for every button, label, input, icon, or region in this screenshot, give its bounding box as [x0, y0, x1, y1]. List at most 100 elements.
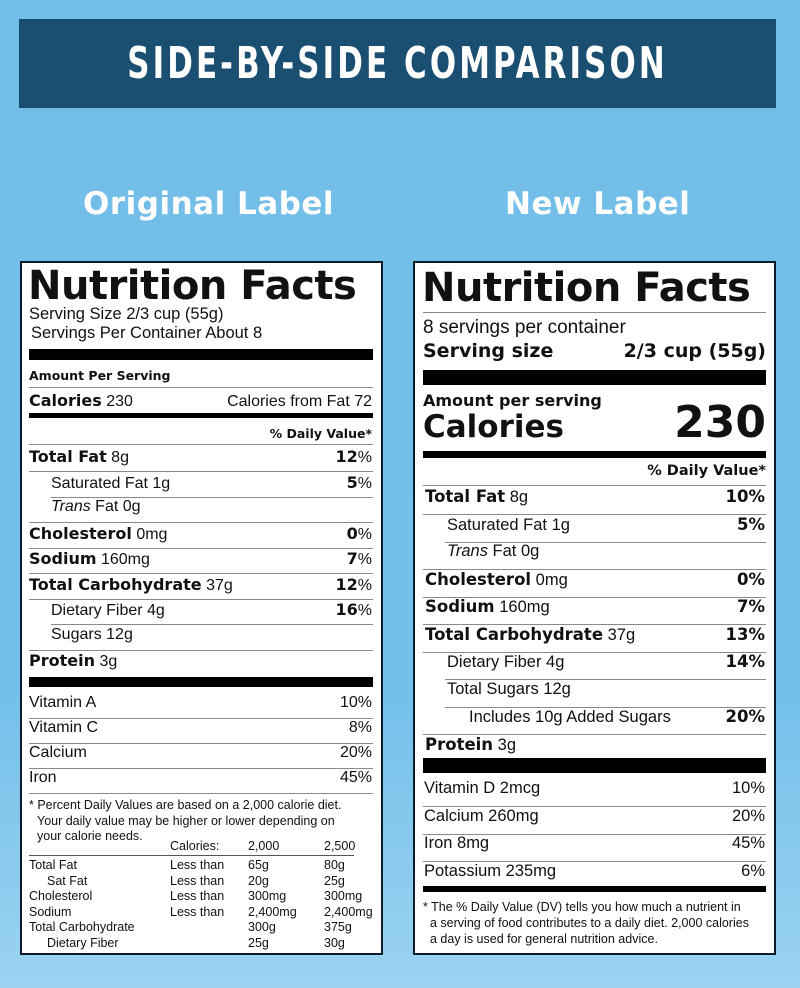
- table-header-2000: 2,000: [248, 839, 280, 853]
- divider: [29, 471, 373, 472]
- divider: [423, 485, 766, 486]
- nutrient-amount: 12g: [543, 679, 571, 698]
- divider: [423, 312, 766, 313]
- divider: [423, 624, 766, 625]
- nutrient-label: Sodium: [425, 597, 495, 616]
- calories-value: 230: [106, 393, 133, 410]
- nutrient-row: Sugars 12g: [51, 626, 372, 644]
- calories-label: Calories: [29, 391, 102, 410]
- new-label-heading: New Label: [505, 186, 691, 222]
- divider: [423, 833, 766, 835]
- nutrient-amount: 1g: [551, 515, 570, 534]
- nutrient-name: Includes 10g Added Sugars: [469, 708, 671, 727]
- nutrient-amount: 160mg: [499, 598, 550, 616]
- nutrient-amount: 0mg: [136, 525, 168, 543]
- vitamin-dv: 6%: [741, 861, 765, 880]
- medium-divider: [29, 413, 373, 418]
- table-cell-c2: 300mg: [324, 889, 363, 903]
- vitamin-dv: 20%: [339, 744, 372, 761]
- nutrient-row: Sodium 160mg 7%: [29, 549, 372, 569]
- divider: [29, 718, 373, 719]
- nutrient-label: Dietary Fiber: [447, 653, 542, 671]
- original-serving-size: Serving Size 2/3 cup (55g): [29, 305, 224, 323]
- new-calories-label: Calories: [423, 409, 564, 445]
- medium-divider: [423, 451, 766, 458]
- percent-sign: %: [357, 525, 372, 543]
- divider: [29, 522, 373, 523]
- dv-value: 20%: [725, 707, 766, 726]
- nutrient-name: Total Fat 8g: [29, 447, 129, 467]
- vitamin-row: Iron 8mg 45%: [424, 834, 765, 853]
- nutrient-label: Total Sugars: [447, 679, 539, 698]
- nutrient-amount: 8g: [509, 488, 529, 506]
- nutrient-label: Total Fat: [29, 447, 107, 466]
- nutrient-daily-value: 16%: [336, 600, 373, 620]
- nutrient-name: Sodium 160mg: [425, 597, 550, 617]
- nutrient-amount: 1g: [152, 474, 171, 492]
- divider: [423, 514, 766, 515]
- nutrient-name: Total Carbohydrate 37g: [29, 575, 233, 595]
- nutrient-daily-value: 12%: [336, 575, 373, 595]
- dv-value: 14%: [725, 652, 766, 671]
- vitamin-row: Iron 45%: [29, 769, 372, 787]
- nutrient-row: Cholesterol 0mg 0%: [29, 524, 372, 544]
- vitamin-row: Vitamin C 8%: [29, 719, 372, 737]
- divider: [423, 596, 766, 598]
- nutrient-row: Includes 10g Added Sugars 20%: [469, 707, 765, 727]
- thick-divider: [423, 370, 766, 385]
- percent-sign: %: [357, 602, 372, 619]
- divider: [29, 649, 373, 651]
- nutrient-daily-value: 20%: [726, 707, 766, 727]
- dv-value: 12: [335, 574, 358, 594]
- vitamin-name: Vitamin A: [29, 694, 97, 711]
- nutrient-label: Saturated Fat: [51, 474, 148, 492]
- nutrient-name: Saturated Fat 1g: [51, 475, 170, 493]
- nutrient-label: Total Carbohydrate: [425, 624, 604, 644]
- dv-value: 12: [335, 447, 358, 466]
- vitamin-dv: 8%: [348, 719, 372, 736]
- vitamin-dv: 10%: [731, 779, 765, 797]
- table-cell-c2: 30g: [324, 935, 345, 950]
- nutrient-row: Cholesterol 0mg 0%: [425, 570, 765, 590]
- table-cell-c1: 300g: [248, 920, 276, 934]
- nutrient-label: Sodium: [29, 549, 97, 568]
- nutrient-label: Trans: [447, 542, 488, 560]
- nutrient-label: Protein: [425, 734, 494, 754]
- nutrient-row: Saturated Fat 1g 5%: [447, 515, 765, 535]
- footnote-line: a day is used for general nutrition advi…: [430, 932, 658, 946]
- table-cell-c2: 80g: [324, 858, 345, 872]
- divider: [423, 806, 766, 807]
- new-nutrition-label: Nutrition Facts 8 servings per container…: [413, 261, 776, 955]
- table-cell-c1: 2,400mg: [248, 904, 297, 919]
- table-cell-name: Total Carbohydrate: [29, 920, 135, 934]
- nutrient-label: Sugars: [51, 625, 102, 643]
- nutrient-row: Saturated Fat 1g 5%: [51, 473, 372, 493]
- nutrient-amount: 8g: [111, 449, 129, 466]
- dv-value: 0: [346, 523, 358, 543]
- original-calories-row: Calories 230 Calories from Fat 72: [29, 391, 372, 411]
- divider: [423, 569, 766, 570]
- nutrient-daily-value: 0%: [737, 570, 765, 590]
- nutrient-row: Dietary Fiber 4g 16%: [51, 600, 372, 620]
- nutrient-name: Protein 3g: [29, 651, 117, 671]
- nutrient-amount: 3g: [497, 735, 516, 754]
- nutrient-label: Cholesterol: [425, 569, 532, 589]
- nutrient-name: Dietary Fiber 4g: [447, 653, 564, 672]
- divider: [445, 679, 766, 680]
- divider: [29, 743, 373, 744]
- nutrient-amount: 0mg: [535, 570, 568, 589]
- thick-divider: [29, 677, 373, 687]
- divider: [29, 573, 373, 574]
- nutrient-row: Dietary Fiber 4g 14%: [447, 652, 765, 672]
- original-dv-header: % Daily Value*: [269, 426, 372, 441]
- new-dv-header: % Daily Value*: [647, 463, 766, 479]
- original-label-title: Nutrition Facts: [28, 263, 357, 309]
- nutrient-label: Protein: [29, 651, 95, 670]
- table-cell-name: Cholesterol: [29, 889, 93, 903]
- nutrient-name: Dietary Fiber 4g: [51, 602, 165, 620]
- nutrient-row: Sodium 160mg 7%: [425, 597, 765, 617]
- dv-value: 7%: [736, 597, 765, 616]
- table-cell-name: Total Fat: [29, 858, 77, 872]
- table-cell-c2: 25g: [324, 873, 345, 888]
- thick-divider: [29, 349, 373, 360]
